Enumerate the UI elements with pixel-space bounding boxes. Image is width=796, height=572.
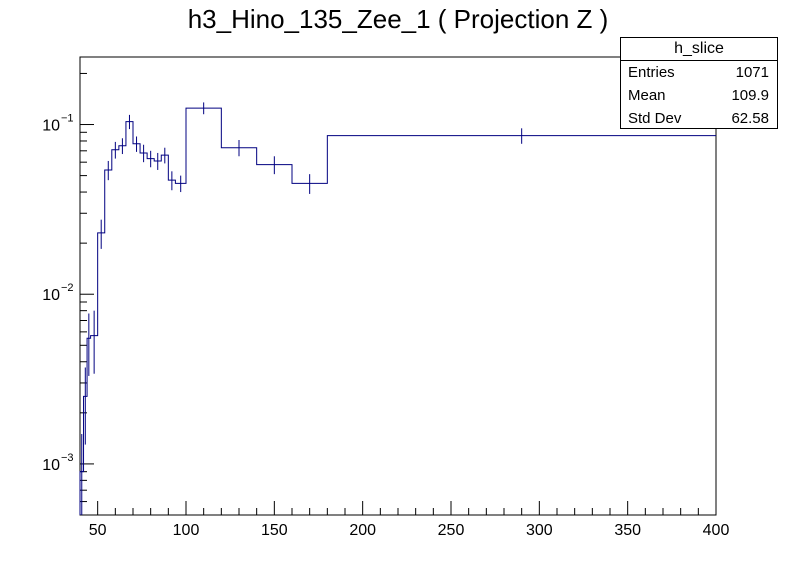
y-tick-exponent: −1 xyxy=(61,113,74,125)
y-tick-label: 10 xyxy=(42,287,60,304)
x-tick-label: 100 xyxy=(173,522,200,539)
stats-row-entries: Entries 1071 xyxy=(621,61,777,84)
x-tick-label: 400 xyxy=(703,522,730,539)
y-tick-base: 10 xyxy=(42,457,60,474)
stats-row-mean: Mean 109.9 xyxy=(621,84,777,107)
x-tick-label: 350 xyxy=(614,522,641,539)
x-tick-label: 50 xyxy=(89,522,107,539)
histogram-line xyxy=(79,102,716,515)
histogram-step-line xyxy=(79,107,716,515)
axes xyxy=(79,56,717,516)
stats-label: Entries xyxy=(628,64,675,81)
y-tick-label: 10 xyxy=(42,118,60,135)
stats-label: Mean xyxy=(628,87,666,104)
y-tick-base: 10 xyxy=(42,287,60,304)
stats-box: h_slice Entries 1071 Mean 109.9 Std Dev … xyxy=(620,37,778,129)
stats-row-stddev: Std Dev 62.58 xyxy=(621,107,777,130)
x-tick-label: 250 xyxy=(438,522,465,539)
stats-label: Std Dev xyxy=(628,110,682,127)
y-tick-exponent: −3 xyxy=(61,452,74,464)
stats-value: 1071 xyxy=(735,64,769,81)
stats-title: h_slice xyxy=(621,38,777,61)
y-tick-label: 10 xyxy=(42,457,60,474)
y-tick-exponent: −2 xyxy=(61,282,74,294)
stats-value: 109.9 xyxy=(731,87,769,104)
stats-value: 62.58 xyxy=(731,110,769,127)
x-tick-label: 300 xyxy=(526,522,553,539)
x-tick-label: 200 xyxy=(349,522,376,539)
chart-title: h3_Hino_135_Zee_1 ( Projection Z ) xyxy=(187,4,609,34)
y-tick-base: 10 xyxy=(42,118,60,135)
x-tick-label: 150 xyxy=(261,522,288,539)
